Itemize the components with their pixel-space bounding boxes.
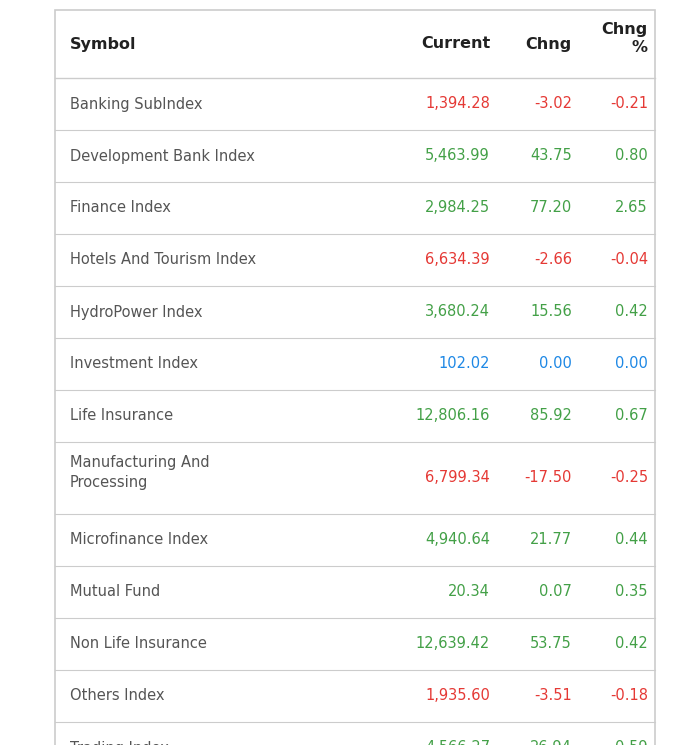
Text: 0.07: 0.07 — [539, 585, 572, 600]
Text: Others Index: Others Index — [70, 688, 164, 703]
Text: -3.02: -3.02 — [534, 97, 572, 112]
Text: 0.44: 0.44 — [615, 533, 648, 548]
Text: 15.56: 15.56 — [531, 305, 572, 320]
Text: 1,394.28: 1,394.28 — [425, 97, 490, 112]
Text: 20.34: 20.34 — [448, 585, 490, 600]
Text: 21.77: 21.77 — [530, 533, 572, 548]
Text: Symbol: Symbol — [70, 37, 136, 51]
Text: Non Life Insurance: Non Life Insurance — [70, 636, 207, 651]
Text: 2,984.25: 2,984.25 — [425, 200, 490, 215]
Text: 0.59: 0.59 — [615, 741, 648, 745]
Text: Trading Index: Trading Index — [70, 741, 169, 745]
Text: 43.75: 43.75 — [531, 148, 572, 163]
Text: HydroPower Index: HydroPower Index — [70, 305, 202, 320]
Text: -0.18: -0.18 — [610, 688, 648, 703]
Text: 5,463.99: 5,463.99 — [426, 148, 490, 163]
Text: 0.67: 0.67 — [615, 408, 648, 423]
Text: Current: Current — [421, 37, 490, 51]
Text: 0.80: 0.80 — [615, 148, 648, 163]
Text: 0.00: 0.00 — [615, 357, 648, 372]
Text: 0.00: 0.00 — [539, 357, 572, 372]
Text: Mutual Fund: Mutual Fund — [70, 585, 160, 600]
Text: 4,566.27: 4,566.27 — [425, 741, 490, 745]
Text: -17.50: -17.50 — [524, 471, 572, 486]
Text: 102.02: 102.02 — [438, 357, 490, 372]
Text: 4,940.64: 4,940.64 — [425, 533, 490, 548]
Text: 77.20: 77.20 — [530, 200, 572, 215]
Text: 2.65: 2.65 — [615, 200, 648, 215]
Text: -3.51: -3.51 — [534, 688, 572, 703]
Text: 3,680.24: 3,680.24 — [425, 305, 490, 320]
Text: Hotels And Tourism Index: Hotels And Tourism Index — [70, 253, 256, 267]
Text: Manufacturing And
Processing: Manufacturing And Processing — [70, 455, 209, 489]
Text: 0.35: 0.35 — [615, 585, 648, 600]
Text: 6,634.39: 6,634.39 — [426, 253, 490, 267]
Text: Finance Index: Finance Index — [70, 200, 171, 215]
Text: Chng
%: Chng % — [602, 22, 648, 55]
Text: 0.42: 0.42 — [615, 636, 648, 651]
Text: Development Bank Index: Development Bank Index — [70, 148, 255, 163]
Text: 12,806.16: 12,806.16 — [416, 408, 490, 423]
Text: Life Insurance: Life Insurance — [70, 408, 173, 423]
Text: -0.04: -0.04 — [610, 253, 648, 267]
Text: Chng: Chng — [526, 37, 572, 51]
Text: Banking SubIndex: Banking SubIndex — [70, 97, 202, 112]
Text: -2.66: -2.66 — [534, 253, 572, 267]
Text: 1,935.60: 1,935.60 — [425, 688, 490, 703]
Text: 53.75: 53.75 — [531, 636, 572, 651]
Text: -0.25: -0.25 — [610, 471, 648, 486]
Text: -0.21: -0.21 — [610, 97, 648, 112]
Text: 85.92: 85.92 — [530, 408, 572, 423]
Text: Investment Index: Investment Index — [70, 357, 198, 372]
Text: 6,799.34: 6,799.34 — [425, 471, 490, 486]
Bar — [55, 10, 655, 745]
Text: Microfinance Index: Microfinance Index — [70, 533, 208, 548]
Text: 12,639.42: 12,639.42 — [416, 636, 490, 651]
Text: 26.94: 26.94 — [530, 741, 572, 745]
Text: 0.42: 0.42 — [615, 305, 648, 320]
